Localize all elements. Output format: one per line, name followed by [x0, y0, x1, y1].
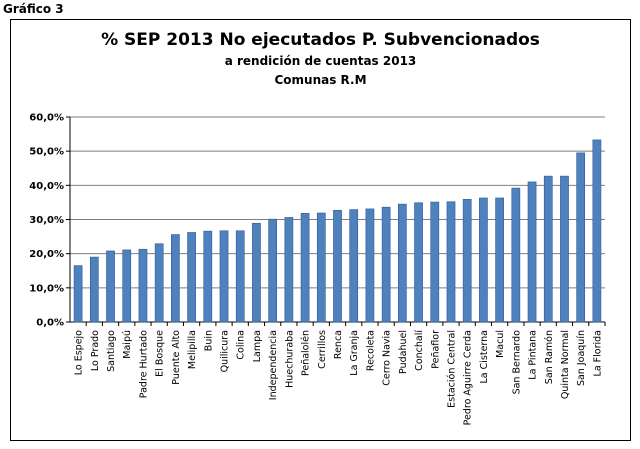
x-tick-label: Huechuraba — [284, 330, 295, 388]
bar — [527, 181, 537, 323]
bar — [479, 197, 488, 323]
bar — [365, 208, 375, 323]
bar — [122, 249, 132, 323]
x-tick-label: La Florida — [592, 330, 603, 376]
x-tick-label: San Bernardo — [511, 330, 522, 395]
bar — [219, 230, 229, 323]
bar — [414, 202, 423, 323]
y-tick-label: 60,0% — [29, 113, 64, 124]
bar — [511, 187, 521, 323]
x-tick-label: Conchalí — [414, 330, 425, 371]
x-tick-label: Melipilla — [187, 330, 198, 369]
bar — [235, 230, 245, 323]
x-tick-label: Quilicura — [220, 330, 231, 372]
bar — [89, 256, 99, 323]
bar — [576, 152, 586, 323]
x-tick-label: Lo Prado — [90, 330, 101, 371]
chart-subtitle-2: Comunas R.M — [274, 73, 367, 87]
x-tick-label: Estación Central — [446, 330, 457, 408]
x-tick-label: Renca — [333, 330, 344, 359]
bar — [316, 212, 326, 323]
x-tick-label: La Pintana — [528, 330, 539, 380]
x-tick-label: Maipú — [122, 330, 133, 359]
x-tick-label: Macul — [495, 330, 506, 358]
y-tick-label: 10,0% — [29, 283, 64, 294]
bar — [397, 203, 407, 323]
x-tick-label: Puente Alto — [171, 330, 182, 385]
x-tick-label: Lo Espejo — [74, 330, 85, 375]
bar — [381, 206, 391, 323]
bar — [106, 250, 115, 323]
bar — [560, 175, 569, 323]
bar — [284, 217, 294, 323]
bar — [333, 209, 342, 323]
chart-frame: % SEP 2013 No ejecutados P. Subvencionad… — [10, 19, 631, 441]
bar — [73, 265, 83, 323]
bar — [543, 175, 553, 323]
x-tick-label: San Joaquín — [576, 330, 587, 386]
y-tick-label: 30,0% — [29, 215, 64, 226]
bar — [138, 248, 148, 323]
x-tick-label: Pedro Aguirre Cerda — [463, 330, 474, 425]
chart-title: % SEP 2013 No ejecutados P. Subvencionad… — [101, 30, 540, 50]
bar — [187, 232, 196, 323]
x-tick-label: El Bosque — [155, 330, 166, 377]
x-tick-label: Peñalolén — [301, 330, 312, 376]
bar — [430, 201, 440, 323]
y-tick-label: 0,0% — [36, 318, 64, 329]
x-tick-label: Buin — [203, 330, 214, 351]
bar — [154, 243, 164, 323]
x-tick-label: Cerro Navia — [382, 330, 393, 386]
x-tick-label: Colina — [236, 330, 247, 360]
x-tick-label: Santiago — [106, 330, 117, 372]
y-tick-label: 40,0% — [29, 181, 64, 192]
x-tick-label: Padre Hurtado — [138, 330, 149, 398]
x-tick-label: La Cisterna — [479, 330, 490, 384]
bar — [203, 230, 213, 323]
bar — [462, 199, 472, 323]
bar — [252, 222, 261, 323]
x-tick-label: Lampa — [252, 330, 263, 362]
bar — [446, 201, 456, 323]
x-tick-label: Independencia — [268, 330, 279, 400]
x-tick-label: San Ramón — [544, 330, 555, 384]
x-tick-label: La Granja — [349, 330, 360, 376]
y-tick-label: 50,0% — [29, 147, 64, 158]
x-tick-label: Recoleta — [365, 330, 376, 371]
bar — [171, 234, 180, 323]
x-tick-label: Peñaflor — [430, 330, 441, 369]
chart-subtitle: a rendición de cuentas 2013 — [224, 54, 417, 68]
y-tick-label: 20,0% — [29, 249, 64, 260]
figure-label: Gráfico 3 — [3, 2, 64, 16]
x-tick-label: Pudahuel — [398, 330, 409, 374]
bar — [495, 197, 504, 323]
bar-chart: 0,0% 10,0% 20,0% 30,0% 40,0% 50,0% 60,0% Lo Esp… — [29, 113, 606, 425]
bar — [592, 139, 602, 323]
x-tick-label: Quinta Normal — [560, 330, 571, 399]
bar — [268, 218, 278, 323]
bar — [349, 209, 359, 323]
x-tick-label: Cerrillos — [317, 330, 328, 369]
bar — [300, 213, 310, 323]
